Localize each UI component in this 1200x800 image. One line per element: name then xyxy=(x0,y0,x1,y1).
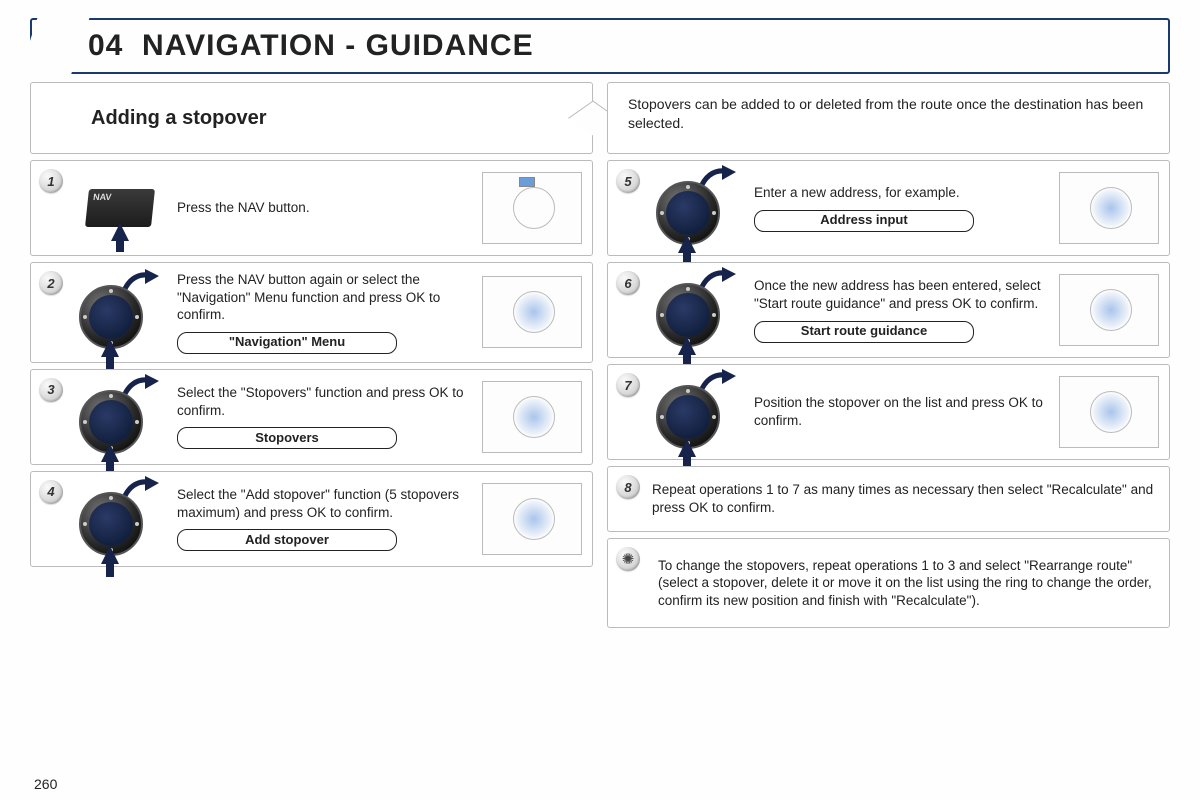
dial-icon xyxy=(75,273,165,351)
tip-panel: ✺ To change the stopovers, repeat operat… xyxy=(607,538,1170,628)
step-7: 7 Position the stopover on the list and … xyxy=(607,364,1170,460)
step-number-badge: 8 xyxy=(616,475,640,499)
step-3: 3 Select the "Stopovers" function and pr… xyxy=(30,369,593,465)
console-thumbnail xyxy=(1059,172,1159,244)
step-number-badge: 1 xyxy=(39,169,63,193)
step-8: 8 Repeat operations 1 to 7 as many times… xyxy=(607,466,1170,532)
title-bar: 04 NAVIGATION - GUIDANCE xyxy=(30,18,1170,74)
step-text: Position the stopover on the list and pr… xyxy=(754,394,1047,429)
intro-text: Stopovers can be added to or deleted fro… xyxy=(628,95,1155,133)
step-text: Press the NAV button again or select the… xyxy=(177,271,470,324)
step-number-badge: 7 xyxy=(616,373,640,397)
chapter-number: 04 xyxy=(88,29,123,62)
step-text: Enter a new address, for example. xyxy=(754,184,1047,202)
content-columns: Adding a stopover 1 NAV Press the NAV bu… xyxy=(30,82,1170,628)
step-number-badge: 5 xyxy=(616,169,640,193)
lightbulb-icon: ✺ xyxy=(616,547,640,571)
step-5: 5 Enter a new address, for example. Addr… xyxy=(607,160,1170,256)
menu-label: "Navigation" Menu xyxy=(177,332,397,354)
dial-icon xyxy=(75,480,165,558)
console-thumbnail xyxy=(482,381,582,453)
step-1: 1 NAV Press the NAV button. xyxy=(30,160,593,256)
dial-icon xyxy=(652,169,742,247)
console-thumbnail xyxy=(1059,274,1159,346)
step-4: 4 Select the "Add stopover" function (5 … xyxy=(30,471,593,567)
page-title: 04 NAVIGATION - GUIDANCE xyxy=(88,29,534,63)
subtitle: Adding a stopover xyxy=(91,107,267,130)
step-text: Select the "Stopovers" function and pres… xyxy=(177,384,470,419)
step-number-badge: 4 xyxy=(39,480,63,504)
step-number-badge: 2 xyxy=(39,271,63,295)
step-number-badge: 3 xyxy=(39,378,63,402)
step-text: Select the "Add stopover" function (5 st… xyxy=(177,486,470,521)
intro-panel: Stopovers can be added to or deleted fro… xyxy=(607,82,1170,154)
menu-label: Add stopover xyxy=(177,529,397,551)
console-thumbnail xyxy=(482,483,582,555)
subtitle-panel: Adding a stopover xyxy=(30,82,593,154)
menu-label: Start route guidance xyxy=(754,321,974,343)
dial-icon xyxy=(652,373,742,451)
step-number-badge: 6 xyxy=(616,271,640,295)
page-number: 260 xyxy=(34,776,57,792)
right-column: Stopovers can be added to or deleted fro… xyxy=(607,82,1170,628)
chapter-text: NAVIGATION - GUIDANCE xyxy=(142,29,534,62)
console-thumbnail xyxy=(1059,376,1159,448)
step-text: Once the new address has been entered, s… xyxy=(754,277,1047,312)
tip-text: To change the stopovers, repeat operatio… xyxy=(658,557,1159,610)
menu-label: Address input xyxy=(754,210,974,232)
step-text: Press the NAV button. xyxy=(177,199,470,217)
step-2: 2 Press the NAV button again or select t… xyxy=(30,262,593,363)
console-thumbnail xyxy=(482,172,582,244)
step-text: Repeat operations 1 to 7 as many times a… xyxy=(652,481,1159,516)
menu-label: Stopovers xyxy=(177,427,397,449)
step-6: 6 Once the new address has been entered,… xyxy=(607,262,1170,358)
nav-button-icon: NAV xyxy=(87,189,153,227)
dial-icon xyxy=(652,271,742,349)
left-column: Adding a stopover 1 NAV Press the NAV bu… xyxy=(30,82,593,628)
console-thumbnail xyxy=(482,276,582,348)
dial-icon xyxy=(75,378,165,456)
